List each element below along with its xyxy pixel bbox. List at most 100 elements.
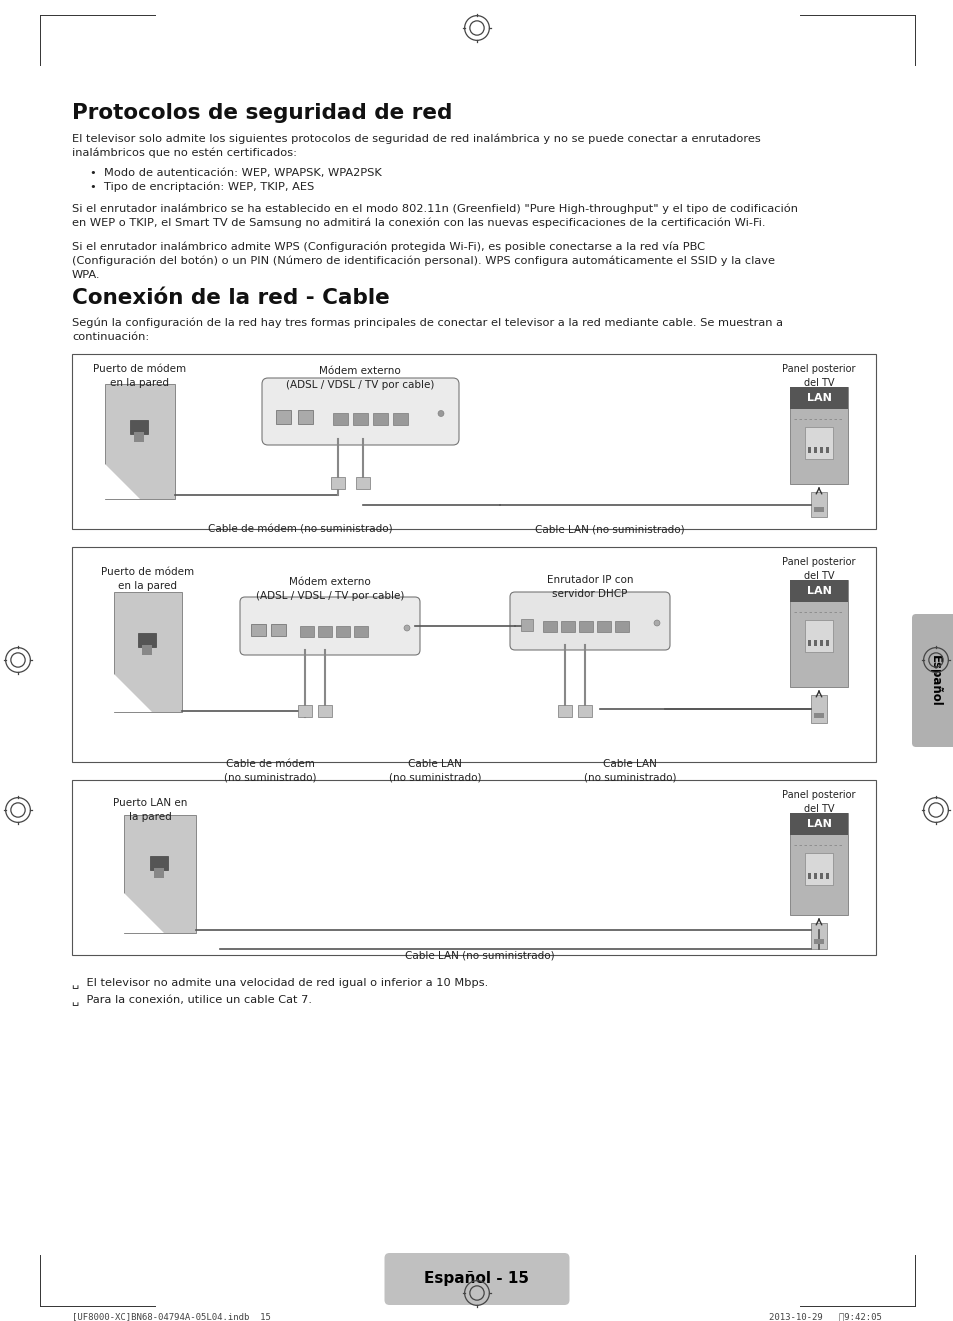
- Text: Cable LAN (no suministrado): Cable LAN (no suministrado): [405, 950, 555, 960]
- Text: WPA.: WPA.: [71, 269, 100, 280]
- Text: en WEP o TKIP, el Smart TV de Samsung no admitirá la conexión con las nuevas esp: en WEP o TKIP, el Smart TV de Samsung no…: [71, 218, 764, 229]
- Bar: [317, 705, 332, 717]
- Bar: [133, 432, 144, 443]
- Bar: [820, 446, 822, 453]
- Text: Panel posterior
del TV: Panel posterior del TV: [781, 790, 855, 814]
- Bar: [138, 633, 156, 647]
- Bar: [393, 413, 408, 425]
- Bar: [251, 624, 266, 635]
- Bar: [271, 624, 286, 635]
- Bar: [789, 812, 847, 915]
- Text: Cable LAN
(no suministrado): Cable LAN (no suministrado): [583, 760, 676, 782]
- Polygon shape: [113, 674, 152, 712]
- Text: ␣  El televisor no admite una velocidad de red igual o inferior a 10 Mbps.: ␣ El televisor no admite una velocidad d…: [71, 978, 488, 988]
- Bar: [597, 621, 610, 631]
- Text: inalámbricos que no estén certificados:: inalámbricos que no estén certificados:: [71, 148, 296, 159]
- Bar: [789, 580, 847, 602]
- Bar: [520, 620, 533, 631]
- FancyBboxPatch shape: [384, 1254, 569, 1305]
- FancyBboxPatch shape: [262, 378, 458, 445]
- Bar: [105, 384, 174, 499]
- Bar: [813, 873, 816, 878]
- Bar: [542, 621, 557, 631]
- Text: LAN: LAN: [805, 819, 831, 830]
- Bar: [71, 779, 875, 955]
- Bar: [578, 621, 593, 631]
- Bar: [807, 446, 810, 453]
- Text: Cable de módem (no suministrado): Cable de módem (no suministrado): [208, 524, 392, 534]
- Bar: [333, 413, 348, 425]
- Text: Si el enrutador inalámbrico admite WPS (Configuración protegida Wi-Fi), es posib: Si el enrutador inalámbrico admite WPS (…: [71, 242, 704, 252]
- Bar: [789, 580, 847, 687]
- Bar: [813, 446, 816, 453]
- Bar: [804, 853, 832, 885]
- Bar: [142, 645, 152, 655]
- Bar: [317, 626, 332, 637]
- Bar: [813, 507, 823, 513]
- Text: Panel posterior
del TV: Panel posterior del TV: [781, 557, 855, 581]
- Bar: [789, 387, 847, 483]
- Bar: [558, 705, 572, 717]
- Bar: [810, 491, 826, 517]
- Text: ␣  Para la conexión, utilice un cable Cat 7.: ␣ Para la conexión, utilice un cable Cat…: [71, 995, 312, 1007]
- Bar: [354, 626, 368, 637]
- Bar: [130, 420, 148, 435]
- Text: El televisor solo admite los siguientes protocolos de seguridad de red inalámbri: El televisor solo admite los siguientes …: [71, 133, 760, 144]
- Bar: [825, 639, 828, 646]
- Text: continuación:: continuación:: [71, 332, 149, 342]
- Circle shape: [437, 411, 443, 416]
- FancyBboxPatch shape: [911, 614, 953, 746]
- Bar: [297, 410, 313, 424]
- Text: Puerto de módem
en la pared: Puerto de módem en la pared: [101, 567, 194, 590]
- Text: Español: Español: [927, 655, 941, 707]
- Bar: [150, 856, 168, 871]
- Text: (Configuración del botón) o un PIN (Número de identificación personal). WPS conf: (Configuración del botón) o un PIN (Núme…: [71, 256, 774, 267]
- Bar: [578, 705, 592, 717]
- Text: Protocolos de seguridad de red: Protocolos de seguridad de red: [71, 103, 452, 123]
- Bar: [331, 477, 345, 489]
- Text: Módem externo
(ADSL / VDSL / TV por cable): Módem externo (ADSL / VDSL / TV por cabl…: [255, 577, 404, 601]
- Bar: [71, 354, 875, 528]
- Bar: [804, 620, 832, 653]
- Bar: [71, 547, 875, 762]
- Bar: [820, 873, 822, 878]
- Circle shape: [654, 620, 659, 626]
- Bar: [299, 626, 314, 637]
- Text: LAN: LAN: [805, 587, 831, 596]
- Bar: [353, 413, 368, 425]
- Text: Puerto LAN en
la pared: Puerto LAN en la pared: [112, 798, 187, 822]
- Bar: [813, 713, 823, 719]
- Text: Puerto de módem
en la pared: Puerto de módem en la pared: [93, 365, 187, 388]
- Bar: [113, 592, 182, 712]
- Bar: [813, 939, 823, 945]
- Text: Español - 15: Español - 15: [424, 1272, 529, 1287]
- Text: [UF8000-XC]BN68-04794A-05L04.indb  15: [UF8000-XC]BN68-04794A-05L04.indb 15: [71, 1312, 271, 1321]
- Bar: [560, 621, 575, 631]
- Text: Si el enrutador inalámbrico se ha establecido en el modo 802.11n (Greenfield) "P: Si el enrutador inalámbrico se ha establ…: [71, 203, 797, 214]
- Text: 2013-10-29   Ⅱ9:42:05: 2013-10-29 Ⅱ9:42:05: [768, 1312, 882, 1321]
- FancyBboxPatch shape: [240, 597, 419, 655]
- Text: Cable de módem
(no suministrado): Cable de módem (no suministrado): [224, 760, 315, 782]
- Circle shape: [403, 625, 410, 631]
- Bar: [804, 427, 832, 458]
- Text: LAN: LAN: [805, 394, 831, 403]
- Bar: [825, 446, 828, 453]
- Bar: [615, 621, 628, 631]
- Bar: [810, 923, 826, 948]
- Text: Cable LAN
(no suministrado): Cable LAN (no suministrado): [388, 760, 480, 782]
- Bar: [825, 873, 828, 878]
- Bar: [807, 639, 810, 646]
- Polygon shape: [105, 464, 140, 499]
- Text: Panel posterior
del TV: Panel posterior del TV: [781, 365, 855, 388]
- Bar: [789, 387, 847, 410]
- Text: Conexión de la red - Cable: Conexión de la red - Cable: [71, 288, 390, 308]
- Bar: [373, 413, 388, 425]
- Bar: [124, 815, 195, 933]
- Bar: [335, 626, 350, 637]
- Bar: [813, 639, 816, 646]
- Text: •  Modo de autenticación: WEP, WPAPSK, WPA2PSK: • Modo de autenticación: WEP, WPAPSK, WP…: [90, 168, 381, 178]
- Text: •  Tipo de encriptación: WEP, TKIP, AES: • Tipo de encriptación: WEP, TKIP, AES: [90, 182, 314, 193]
- Bar: [355, 477, 370, 489]
- Bar: [275, 410, 291, 424]
- Bar: [820, 639, 822, 646]
